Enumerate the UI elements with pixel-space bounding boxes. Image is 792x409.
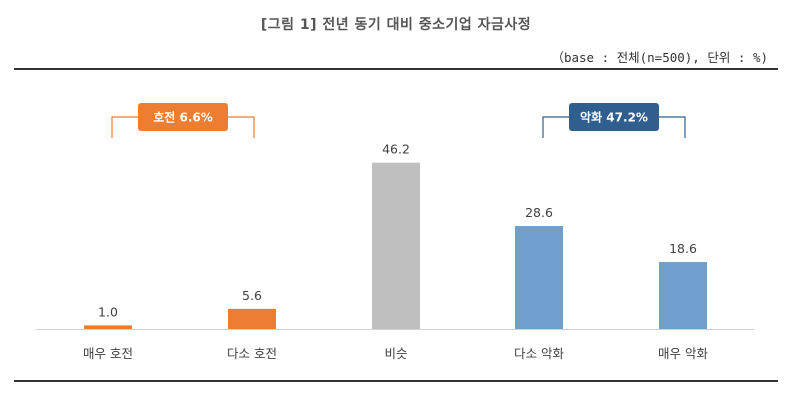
category-label-3: 비슷 [384,346,407,361]
bar-3 [372,162,420,329]
category-label-5: 매우 악화 [658,346,708,361]
chart-subtitle: （base : 전체(n=500), 단위 : %) [551,50,768,65]
category-label-4: 다소 악화 [514,346,564,361]
data-label-4: 28.6 [525,205,553,220]
category-label-2: 다소 호전 [227,346,277,361]
data-label-5: 18.6 [669,241,697,256]
data-label-1: 1.0 [98,304,118,319]
group-badge-2 [569,103,659,131]
category-label-1: 매우 호전 [83,346,133,361]
bar-4 [515,226,563,329]
bar-1 [84,325,132,329]
bottom-rule [14,380,778,382]
data-label-2: 5.6 [242,288,262,303]
top-rule [14,68,778,70]
chart-title: [그림 1] 전년 동기 대비 중소기업 자금사정 [260,17,532,33]
group-badge-label-1: 호전 6.6% [153,110,213,125]
group-badge-1 [138,103,228,131]
bar-5 [659,262,707,329]
bar-2 [228,308,276,329]
data-label-3: 46.2 [382,142,410,157]
group-badge-label-2: 악화 47.2% [580,110,648,125]
